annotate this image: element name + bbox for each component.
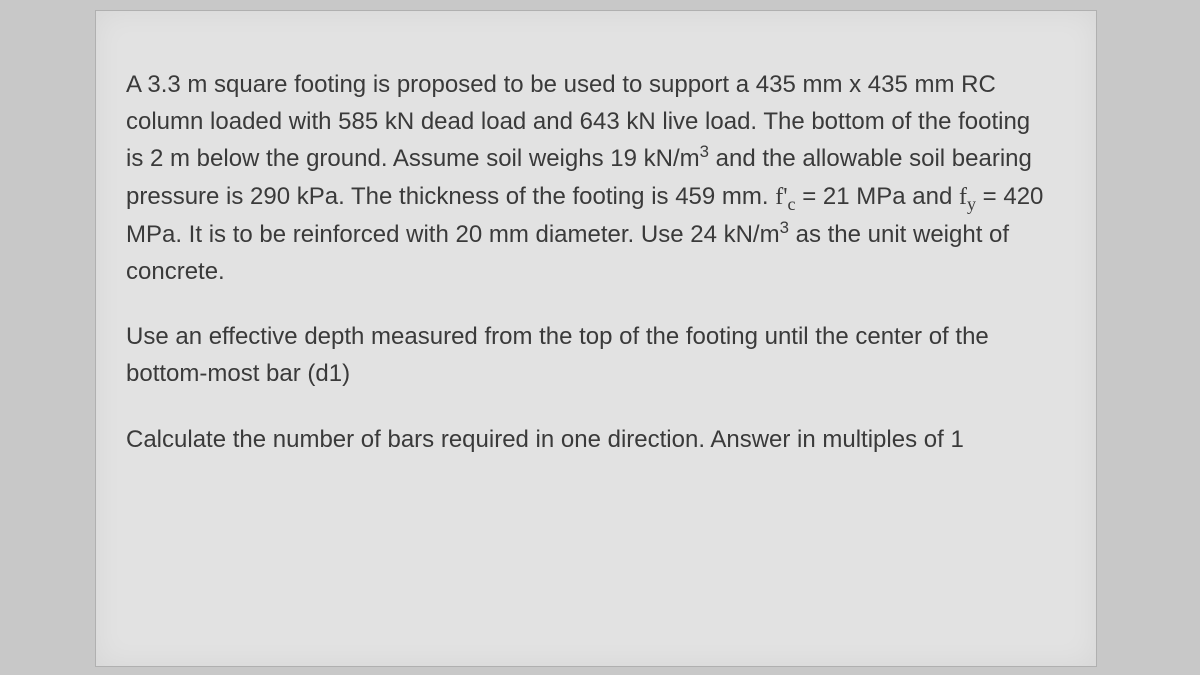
question-panel: A 3.3 m square footing is proposed to be…: [95, 10, 1097, 667]
question-content: A 3.3 m square footing is proposed to be…: [96, 11, 1096, 516]
problem-paragraph-2: Use an effective depth measured from the…: [126, 318, 1051, 392]
problem-paragraph-1: A 3.3 m square footing is proposed to be…: [126, 66, 1051, 290]
problem-paragraph-3: Calculate the number of bars required in…: [126, 421, 1051, 458]
